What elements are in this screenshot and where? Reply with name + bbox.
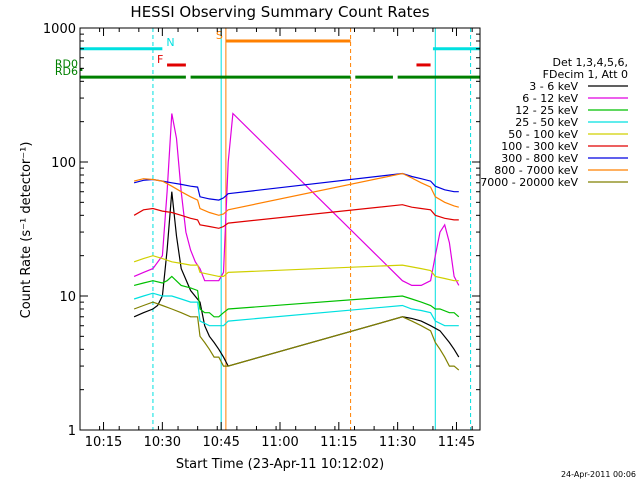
legend-label-0: 3 - 6 keV	[529, 80, 578, 93]
y-tick-label-1: 10	[59, 290, 76, 305]
flag-label-rd6: RD6	[55, 65, 78, 78]
flag-label-f: F	[157, 53, 163, 66]
legend-label-8: 7000 - 20000 keV	[480, 176, 578, 189]
plot-frame	[79, 27, 481, 431]
legend-label-7: 800 - 7000 keV	[494, 164, 578, 177]
x-tick-label-4: 11:15	[320, 435, 357, 450]
vertical-markers-layer	[79, 28, 472, 430]
series-line-8	[133, 301, 460, 371]
series-line-2	[133, 275, 460, 318]
legend-label-5: 100 - 300 keV	[501, 140, 578, 153]
series-line-3	[133, 292, 459, 327]
x-tick-label-2: 10:45	[202, 435, 239, 450]
flag-label-rd0: RD0	[55, 58, 78, 71]
series-line-1	[133, 112, 460, 286]
y-tick-label-0: 1	[68, 424, 76, 439]
x-tick-label-0: 10:15	[85, 435, 122, 450]
x-axis-label: Start Time (23-Apr-11 10:12:02)	[176, 457, 384, 472]
y-axis-label: Count Rate (s⁻¹ detector⁻¹)	[19, 142, 34, 319]
legend-label-6: 300 - 800 keV	[501, 152, 578, 165]
x-tick-label-3: 11:00	[261, 435, 298, 450]
axes-layer: 10:15 10:30 10:45 11:00 11:15 11:30 11:45 1 10 10…	[43, 22, 480, 450]
legend-label-3: 25 - 50 keV	[515, 116, 578, 129]
legend: Det 1,3,4,5,6,FDecim 1, Att 03 - 6 keV6 …	[480, 56, 628, 189]
legend-label-1: 6 - 12 keV	[522, 92, 578, 105]
x-tick-label-5: 11:30	[379, 435, 416, 450]
y-tick-label-2: 100	[51, 156, 76, 171]
series-layer	[133, 112, 460, 371]
legend-header-1: FDecim 1, Att 0	[543, 68, 628, 81]
legend-label-4: 50 - 100 keV	[508, 128, 578, 141]
legend-label-2: 12 - 25 keV	[515, 104, 578, 117]
flag-label-n: N	[166, 36, 174, 49]
series-line-6	[133, 172, 459, 201]
chart-title: HESSI Observing Summary Count Rates	[130, 3, 429, 21]
series-line-0	[133, 191, 460, 367]
legend-header-0: Det 1,3,4,5,6,	[552, 56, 628, 69]
series-line-4	[133, 255, 459, 282]
x-tick-label-1: 10:30	[144, 435, 181, 450]
x-tick-label-6: 11:45	[438, 435, 475, 450]
y-tick-label-3: 1000	[43, 22, 76, 37]
series-line-7	[133, 172, 459, 216]
series-line-5	[133, 204, 459, 229]
flag-label-s: S	[216, 29, 223, 42]
timestamp-footer: 24-Apr-2011 00:06	[561, 470, 636, 479]
